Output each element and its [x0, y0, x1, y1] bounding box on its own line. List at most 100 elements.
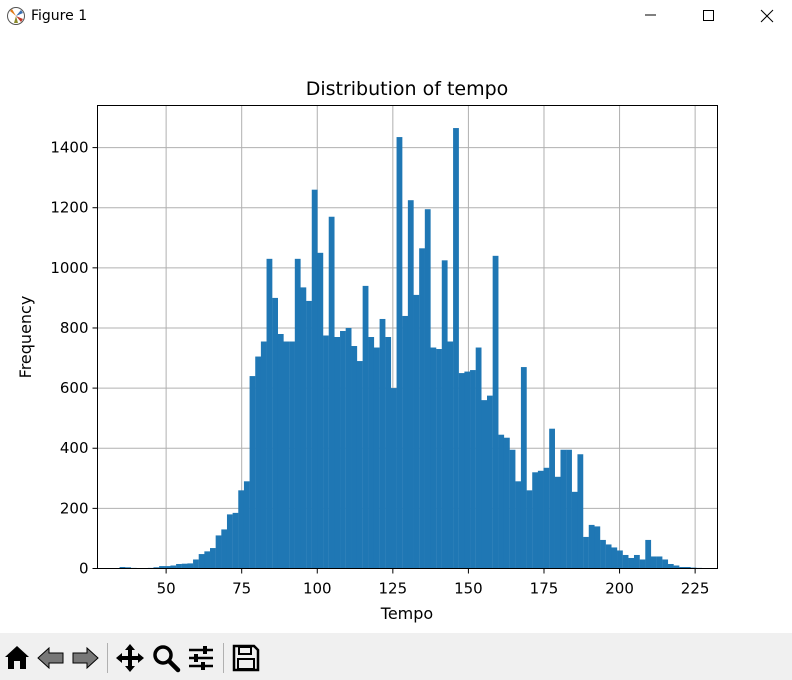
histogram-bar: [277, 333, 284, 569]
histogram-bar: [119, 566, 126, 569]
forward-button[interactable]: [70, 643, 100, 673]
histogram-bar: [600, 539, 606, 569]
histogram-bar: [407, 200, 414, 569]
histogram-bar: [611, 547, 618, 569]
back-button[interactable]: [36, 643, 66, 673]
histogram-bar: [176, 563, 182, 569]
window-titlebar: Figure 1: [0, 0, 792, 33]
close-button[interactable]: [738, 0, 792, 33]
x-tick-label: 100: [303, 580, 332, 598]
x-tick-label: 175: [530, 580, 559, 598]
histogram-bar: [385, 337, 392, 569]
axes-frame: [97, 105, 718, 569]
pan-button[interactable]: [115, 643, 145, 673]
histogram-bar: [187, 563, 194, 569]
histogram-bar: [515, 481, 522, 569]
histogram-bar: [413, 294, 420, 569]
configure-subplots-icon: [189, 646, 213, 670]
histogram-bar: [368, 337, 375, 569]
histogram-bar: [255, 356, 262, 569]
histogram-bar: [453, 128, 459, 569]
histogram-bar: [356, 361, 363, 569]
histogram-bar: [204, 551, 211, 569]
forward-arrow-icon: [72, 646, 99, 670]
x-tick-label: 200: [605, 580, 634, 598]
zoom-button[interactable]: [151, 643, 181, 673]
histogram-bar: [656, 556, 663, 569]
histogram-bar: [577, 454, 584, 569]
histogram-bar: [215, 535, 222, 569]
histogram-bar: [340, 330, 346, 569]
histogram-bar: [492, 255, 499, 569]
histogram-bar: [164, 566, 171, 569]
y-tick-label: 1000: [50, 259, 88, 277]
histogram-bar: [328, 216, 335, 569]
minimize-button[interactable]: [622, 0, 680, 33]
histogram-bar: [306, 300, 312, 569]
configure-subplots-button[interactable]: [186, 643, 216, 673]
histogram-bar: [617, 550, 623, 569]
histogram-bar: [481, 400, 488, 569]
pan-icon: [116, 644, 144, 672]
histogram-bar: [667, 563, 674, 569]
toolbar-separator: [223, 643, 224, 673]
histogram-bar: [198, 554, 205, 569]
histogram-bar: [396, 137, 403, 569]
histogram-bar: [379, 318, 386, 569]
home-icon: [5, 646, 29, 669]
maximize-button[interactable]: [680, 0, 738, 33]
histogram-bar: [520, 367, 527, 569]
histogram-bar: [588, 524, 595, 569]
histogram-bar: [210, 548, 216, 569]
y-tick-label: 0: [79, 560, 89, 578]
y-tick-label: 1200: [50, 199, 88, 217]
histogram-bar: [549, 428, 555, 569]
histogram-bar: [537, 470, 544, 569]
histogram-bar: [170, 565, 177, 569]
histogram-bar: [311, 189, 318, 569]
histogram-bar: [424, 209, 431, 569]
x-tick-label: 125: [379, 580, 408, 598]
histogram-bar: [238, 490, 245, 569]
histogram-bar: [283, 341, 290, 569]
histogram-bar: [373, 347, 380, 569]
histogram-bar: [650, 556, 657, 569]
histogram-bar: [345, 327, 352, 569]
histogram-bar: [605, 544, 612, 569]
matplotlib-app-icon: [7, 7, 25, 25]
histogram-bar: [402, 315, 409, 569]
histogram-bar: [543, 467, 550, 569]
save-icon: [232, 644, 260, 672]
histogram-bar: [498, 434, 505, 569]
maximize-icon: [703, 10, 714, 21]
histogram-bar: [390, 388, 397, 569]
y-tick-label: 200: [60, 499, 89, 517]
x-tick-label: 150: [454, 580, 483, 598]
histogram-bar: [633, 554, 640, 569]
chart-title: Distribution of tempo: [306, 78, 509, 100]
histogram-bar: [159, 566, 165, 569]
histogram-bar: [458, 373, 465, 569]
histogram-bar: [447, 341, 454, 569]
save-button[interactable]: [231, 643, 261, 673]
histogram-bar: [243, 481, 250, 569]
x-tick-label: 75: [232, 580, 251, 598]
histogram-bar: [260, 341, 267, 569]
histogram-bar: [673, 565, 680, 569]
histogram-bar: [441, 260, 448, 569]
histogram-bar: [475, 347, 482, 569]
histogram-bar: [294, 258, 301, 569]
histogram-bar: [526, 490, 533, 569]
histogram-bar: [300, 287, 307, 569]
histogram-bar: [362, 285, 369, 569]
histogram-bar: [430, 347, 437, 569]
figure-canvas: 50 75 100 125 150 175 200 225 0 200 400 600 800 1000…: [0, 33, 792, 633]
histogram-bar: [334, 337, 341, 569]
histogram-bar: [470, 370, 476, 569]
histogram-bar: [272, 297, 278, 569]
histogram-bar: [566, 449, 572, 569]
histogram-chart: 50 75 100 125 150 175 200 225 0 200 400 600 800 1000…: [16, 78, 718, 623]
histogram-bar: [323, 335, 329, 569]
histogram-bar: [232, 512, 239, 569]
home-button[interactable]: [2, 643, 32, 673]
